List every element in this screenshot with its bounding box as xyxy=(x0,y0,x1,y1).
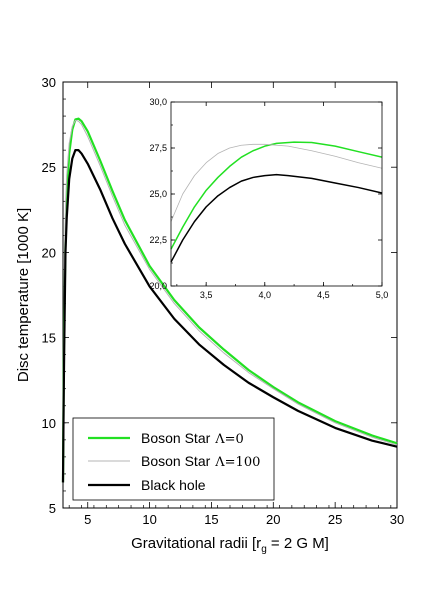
main-y-tick-label: 25 xyxy=(42,160,56,175)
main-y-tick-label: 5 xyxy=(49,501,56,516)
legend-label-boson-star-lambda-100: Boson Star Λ=100 xyxy=(141,453,260,470)
legend-label-black-hole: Black hole xyxy=(141,477,206,493)
main-x-tick-label: 5 xyxy=(84,512,91,527)
main-x-tick-label: 10 xyxy=(142,512,156,527)
main-x-tick-label: 15 xyxy=(204,512,218,527)
main-axis-ticks: 5 10 15 20 25 30 5 10 15 20 25 30 xyxy=(42,75,405,527)
inset-x-tick-label: 4,5 xyxy=(317,290,330,300)
main-y-tick-label: 30 xyxy=(42,75,56,90)
inset-y-tick-label: 25,0 xyxy=(149,189,167,199)
inset-series-group xyxy=(170,141,383,263)
x-axis-title-subscript: g xyxy=(261,544,267,555)
inset-y-tick-label: 27,5 xyxy=(149,143,167,153)
x-axis-title-tail: = 2 G M] xyxy=(267,535,329,552)
inset-y-tick-label: 30,0 xyxy=(149,97,167,107)
main-y-tick-label: 20 xyxy=(42,245,56,260)
legend-label-1-name: Boson Star xyxy=(141,453,211,469)
inset-background xyxy=(171,102,382,286)
main-y-tick-label: 10 xyxy=(42,416,56,431)
main-series-group xyxy=(61,117,398,483)
inset-series-0 xyxy=(170,141,383,250)
y-axis-title: Disc temperature [1000 K] xyxy=(15,208,32,382)
main-x-tick-label: 30 xyxy=(390,512,404,527)
x-axis-title: Gravitational radii [rg = 2 G M] xyxy=(131,535,329,555)
legend-label-0-symbol: Λ=0 xyxy=(214,432,244,447)
inset-y-tick-label: 22,5 xyxy=(149,235,167,245)
inset-x-tick-label: 4,0 xyxy=(259,290,272,300)
legend-label-0-name: Boson Star xyxy=(141,430,211,446)
main-x-tick-label: 20 xyxy=(266,512,280,527)
inset-x-tick-label: 3,5 xyxy=(200,290,213,300)
inset-series-1 xyxy=(170,143,383,222)
legend-label-1-symbol: Λ=100 xyxy=(214,455,260,470)
main-series-2 xyxy=(61,149,398,483)
legend-box xyxy=(72,417,275,501)
inset-axis-ticks: 3,5 4,0 4,5 5,0 20,0 22,5 25,0 27,5 30,0 xyxy=(149,97,388,300)
main-x-tick-label: 25 xyxy=(328,512,342,527)
legend-label-boson-star-lambda-0: Boson Star Λ=0 xyxy=(141,430,244,447)
main-series-1 xyxy=(62,119,398,483)
inset-series-2 xyxy=(170,173,383,263)
inset-x-tick-label: 5,0 xyxy=(376,290,389,300)
inset-y-tick-label: 20,0 xyxy=(149,281,167,291)
x-axis-title-main: Gravitational radii [r xyxy=(131,535,261,552)
main-y-tick-label: 15 xyxy=(42,331,56,346)
